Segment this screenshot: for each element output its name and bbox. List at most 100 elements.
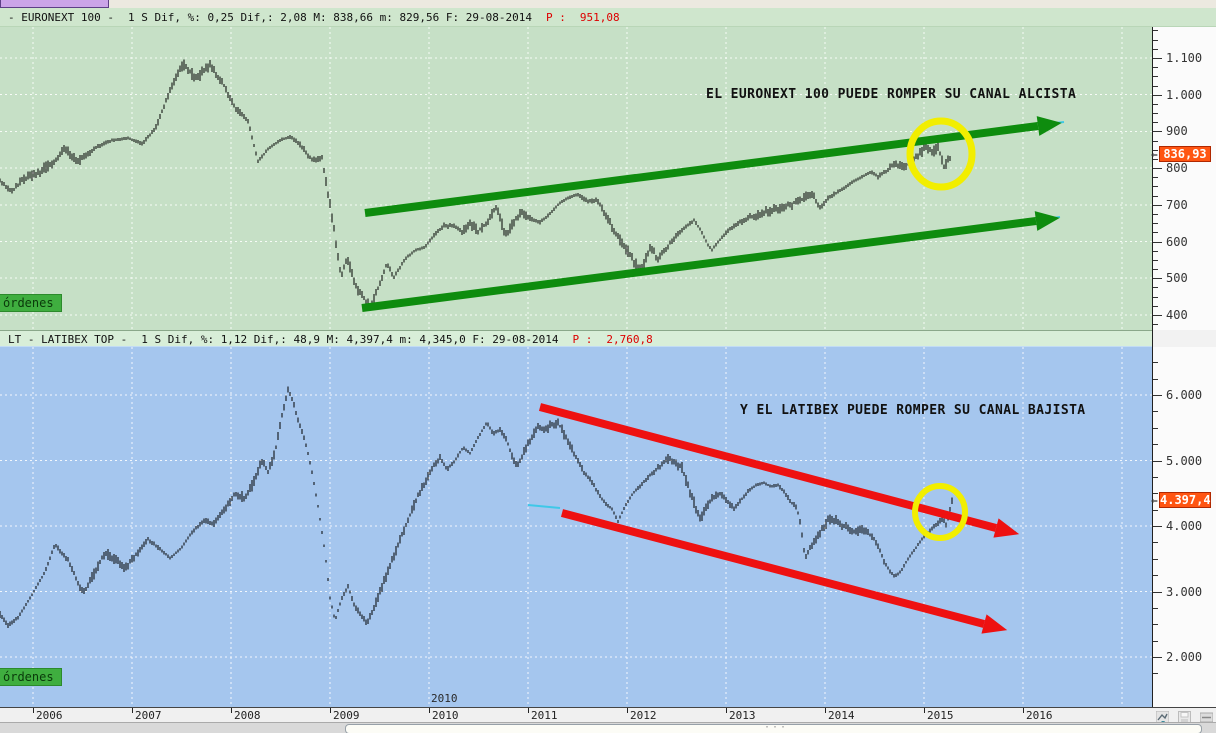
window-tab-partial[interactable] bbox=[0, 0, 109, 8]
latibex-p-value: 2,760,8 bbox=[606, 333, 653, 346]
time-axis: 2006 2007 2008 2009 2010 2011 2012 2013 2014 2015… bbox=[0, 707, 1216, 725]
axis-minor-tick bbox=[1153, 232, 1158, 233]
axis-major-tick bbox=[1153, 131, 1162, 132]
axis-minor-tick bbox=[1153, 260, 1158, 261]
axis-minor-tick bbox=[1153, 67, 1158, 68]
axis-major-tick bbox=[1153, 526, 1162, 527]
euronext-last-price-value: 836,93 bbox=[1163, 147, 1207, 161]
stray-year-label: 2010 bbox=[431, 692, 458, 705]
axis-tick-label: 6.000 bbox=[1166, 388, 1203, 402]
axis-tick-label: 400 bbox=[1166, 308, 1188, 322]
axis-minor-tick bbox=[1153, 30, 1158, 31]
year-label: 2006 bbox=[36, 709, 63, 722]
axis-minor-tick bbox=[1153, 251, 1158, 252]
axis-minor-tick bbox=[1153, 76, 1158, 77]
year-label: 2013 bbox=[729, 709, 756, 722]
save-icon[interactable] bbox=[1178, 709, 1191, 724]
axis-minor-tick bbox=[1153, 608, 1158, 609]
latibex-last-price-tag: ← 4.397,4 bbox=[1151, 492, 1211, 508]
year-tick bbox=[825, 708, 826, 713]
year-tick bbox=[528, 708, 529, 713]
horizontal-scrollbar[interactable]: ··· bbox=[0, 722, 1216, 733]
axis-minor-tick bbox=[1153, 444, 1158, 445]
axis-major-tick bbox=[1153, 278, 1162, 279]
axis-minor-tick bbox=[1153, 510, 1158, 511]
latibex-last-price-value: 4.397,4 bbox=[1160, 493, 1211, 507]
euronext-p-label: P : bbox=[545, 11, 566, 24]
axis-tick-label: 1.100 bbox=[1166, 51, 1203, 65]
year-tick bbox=[231, 708, 232, 713]
year-tick bbox=[33, 708, 34, 713]
latibex-price-axis: ← 4.397,4 6.000 5.000 4.000 3.000 2.000 bbox=[1151, 347, 1216, 707]
axis-minor-tick bbox=[1153, 575, 1158, 576]
year-tick bbox=[627, 708, 628, 713]
axis-tick-label: 5.000 bbox=[1166, 454, 1203, 468]
orders-button-top[interactable]: órdenes bbox=[0, 294, 62, 312]
axis-minor-tick bbox=[1153, 40, 1158, 41]
latibex-p-label: P : bbox=[572, 333, 593, 346]
axis-minor-tick bbox=[1153, 122, 1158, 123]
year-label: 2007 bbox=[135, 709, 162, 722]
axis-major-tick bbox=[1153, 168, 1162, 169]
year-label: 2011 bbox=[531, 709, 558, 722]
price-tag-arrow-icon: ← bbox=[1151, 148, 1158, 161]
euronext-header: - EURONEXT 100 - 1 S Dif, %: 0,25 Dif,: … bbox=[0, 8, 1216, 27]
year-label: 2015 bbox=[927, 709, 954, 722]
year-label: 2016 bbox=[1026, 709, 1053, 722]
latibex-annotation: Y EL LATIBEX PUEDE ROMPER SU CANAL BAJIS… bbox=[740, 403, 1086, 418]
axis-minor-tick bbox=[1153, 86, 1158, 87]
euronext-p-value: 951,08 bbox=[579, 11, 620, 24]
axis-minor-tick bbox=[1153, 411, 1158, 412]
axis-tick-label: 4.000 bbox=[1166, 519, 1203, 533]
axis-minor-tick bbox=[1153, 362, 1158, 363]
year-tick bbox=[924, 708, 925, 713]
axis-minor-tick bbox=[1153, 141, 1158, 142]
axis-minor-tick bbox=[1153, 542, 1158, 543]
year-tick bbox=[429, 708, 430, 713]
axis-minor-tick bbox=[1153, 624, 1158, 625]
axis-minor-tick bbox=[1153, 177, 1158, 178]
year-tick bbox=[1023, 708, 1024, 713]
price-tag-arrow-icon: ← bbox=[1151, 494, 1158, 507]
axis-major-tick bbox=[1153, 242, 1162, 243]
axis-minor-tick bbox=[1153, 49, 1158, 50]
axis-minor-tick bbox=[1153, 269, 1158, 270]
euronext-chart-canvas[interactable]: EL EURONEXT 100 PUEDE ROMPER SU CANAL AL… bbox=[0, 27, 1152, 330]
export-chart-icon[interactable] bbox=[1155, 709, 1170, 725]
scrollbar-thumb[interactable]: ··· bbox=[345, 722, 1202, 733]
axis-corner-toolbar bbox=[1155, 708, 1214, 725]
axis-major-tick bbox=[1153, 58, 1162, 59]
latibex-symbol: LT - LATIBEX TOP - bbox=[8, 333, 128, 346]
axis-tick-label: 1.000 bbox=[1166, 88, 1203, 102]
latibex-stats: 1 S Dif, %: 1,12 Dif,: 48,9 M: 4,397,4 m… bbox=[141, 333, 559, 346]
axis-minor-tick bbox=[1153, 104, 1158, 105]
year-label: 2012 bbox=[630, 709, 657, 722]
euronext-last-price-tag: ← 836,93 bbox=[1151, 146, 1211, 162]
axis-minor-tick bbox=[1153, 113, 1158, 114]
axis-major-tick bbox=[1153, 592, 1162, 593]
latibex-header: LT - LATIBEX TOP - 1 S Dif, %: 1,12 Dif,… bbox=[0, 330, 1152, 347]
axis-major-tick bbox=[1153, 315, 1162, 316]
year-tick bbox=[330, 708, 331, 713]
euronext-symbol: - EURONEXT 100 - bbox=[8, 11, 114, 24]
orders-button-bottom[interactable]: órdenes bbox=[0, 668, 62, 686]
header-axis-filler bbox=[1152, 330, 1216, 347]
axis-minor-tick bbox=[1153, 223, 1158, 224]
clipped-icon[interactable] bbox=[1199, 709, 1214, 723]
euronext-stats: 1 S Dif, %: 0,25 Dif,: 2,08 M: 838,66 m:… bbox=[127, 11, 532, 24]
year-tick bbox=[726, 708, 727, 713]
axis-major-tick bbox=[1153, 461, 1162, 462]
axis-minor-tick bbox=[1153, 306, 1158, 307]
year-label: 2008 bbox=[234, 709, 261, 722]
axis-tick-label: 800 bbox=[1166, 161, 1188, 175]
axis-minor-tick bbox=[1153, 186, 1158, 187]
latibex-price-plot bbox=[0, 347, 1152, 707]
axis-minor-tick bbox=[1153, 159, 1158, 160]
axis-minor-tick bbox=[1153, 287, 1158, 288]
axis-minor-tick bbox=[1153, 477, 1158, 478]
axis-major-tick bbox=[1153, 657, 1162, 658]
axis-minor-tick bbox=[1153, 641, 1158, 642]
latibex-chart-canvas[interactable]: Y EL LATIBEX PUEDE ROMPER SU CANAL BAJIS… bbox=[0, 347, 1152, 707]
euronext-annotation: EL EURONEXT 100 PUEDE ROMPER SU CANAL AL… bbox=[706, 87, 1077, 102]
